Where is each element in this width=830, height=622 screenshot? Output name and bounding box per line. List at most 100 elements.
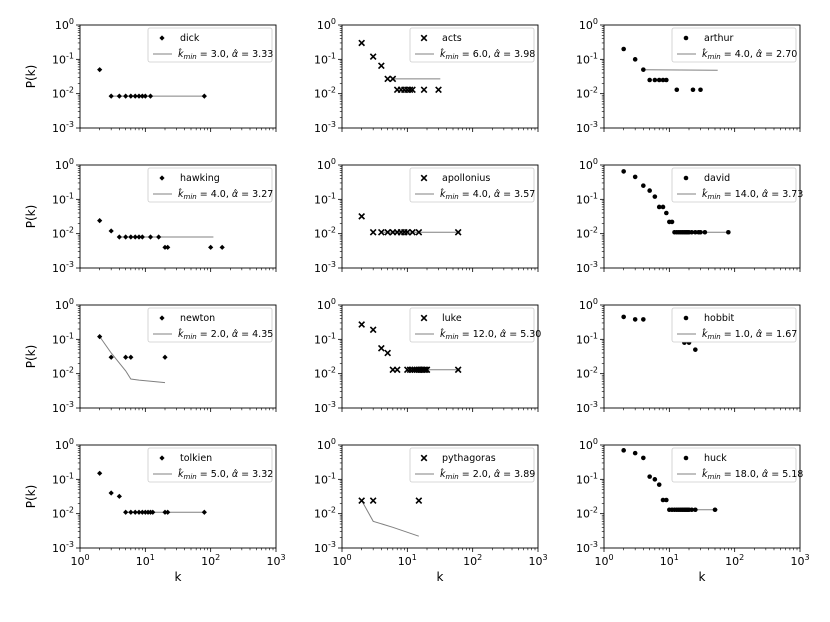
data-point xyxy=(116,234,122,240)
y-tick-label: 10-3 xyxy=(52,260,74,275)
data-point xyxy=(369,326,377,334)
legend-alpha-value: 5.18 xyxy=(782,469,803,480)
data-point xyxy=(108,228,114,234)
data-point xyxy=(97,334,103,340)
y-tick-label: 10-1 xyxy=(314,51,336,66)
x-axis-label: k xyxy=(437,570,444,584)
data-point xyxy=(159,175,165,181)
legend: acts k̂min = 6.0, α̂ = 3.98 xyxy=(409,27,535,63)
y-axis-label: P(k) xyxy=(24,205,38,229)
legend-kmin-value: 3.0 xyxy=(211,49,226,60)
y-axis-label: P(k) xyxy=(24,65,38,89)
legend: tolkien k̂min = 5.0, α̂ = 3.32 xyxy=(147,447,273,483)
fit-line xyxy=(643,69,718,71)
y-tick-label: 10-3 xyxy=(314,400,336,415)
data-point xyxy=(683,455,689,461)
y-tick-label: 10-1 xyxy=(576,51,598,66)
legend-box xyxy=(671,27,797,63)
data-point xyxy=(369,228,377,236)
subplot-david: 100 10-1 10-2 10-3 david k̂min = 14.0, α̂ = 3… xyxy=(576,157,803,275)
data-point xyxy=(393,366,401,374)
x-tick-label: 101 xyxy=(660,553,679,568)
data-point xyxy=(97,218,103,224)
legend-box xyxy=(409,167,535,203)
legend: pythagoras k̂min = 2.0, α̂ = 3.89 xyxy=(409,447,535,483)
data-point xyxy=(108,490,114,496)
data-point xyxy=(698,87,703,93)
y-tick-label: 10-3 xyxy=(52,540,74,555)
data-point xyxy=(454,228,462,236)
data-point xyxy=(674,87,680,93)
data-point xyxy=(116,93,122,99)
data-point xyxy=(358,497,366,504)
x-tick-label: 102 xyxy=(463,553,482,568)
y-tick-label: 10-2 xyxy=(576,226,598,241)
data-point xyxy=(656,204,662,210)
y-tick-label: 10-3 xyxy=(52,120,74,135)
legend-fit-label: k̂min = 3.0, α̂ = 3.33 xyxy=(178,48,273,61)
legend: david k̂min = 14.0, α̂ = 3.73 xyxy=(671,167,803,203)
data-point xyxy=(159,35,165,41)
y-tick-label: 100 xyxy=(579,437,598,452)
data-point xyxy=(664,210,669,216)
data-point xyxy=(369,497,377,504)
data-point xyxy=(128,234,134,240)
y-tick-label: 10-3 xyxy=(576,120,598,135)
y-axis-label: P(k) xyxy=(24,485,38,509)
x-tick-label: 101 xyxy=(398,553,417,568)
data-point xyxy=(165,509,171,515)
data-point xyxy=(136,93,142,99)
y-tick-label: 10-1 xyxy=(314,471,336,486)
data-point xyxy=(409,86,416,94)
y-tick-label: 100 xyxy=(579,157,598,172)
data-point xyxy=(384,75,392,83)
data-point xyxy=(647,77,652,83)
y-tick-label: 10-1 xyxy=(576,191,598,206)
data-point xyxy=(108,93,114,99)
legend-alpha-value: 3.89 xyxy=(514,469,535,480)
data-point xyxy=(669,219,675,225)
data-point xyxy=(660,497,666,503)
data-point xyxy=(423,366,431,374)
legend-box xyxy=(147,447,273,483)
legend-alpha-value: 3.27 xyxy=(252,189,273,200)
legend-alpha-value: 3.73 xyxy=(782,189,803,200)
data-point xyxy=(420,174,428,182)
subplot-luke: 100 10-1 10-2 10-3 luke k̂min = 12.0, α̂ = 5.… xyxy=(314,297,541,415)
data-point xyxy=(702,229,708,235)
legend: dick k̂min = 3.0, α̂ = 3.33 xyxy=(147,27,273,63)
subplot-acts: 100 10-1 10-2 10-3 acts k̂min = 6.0, α̂ = 3.9… xyxy=(314,17,539,135)
y-tick-label: 10-3 xyxy=(314,540,336,555)
legend-kmin-value: 2.0 xyxy=(473,469,488,480)
data-point xyxy=(384,228,392,236)
x-tick-label: 103 xyxy=(266,553,285,568)
data-point xyxy=(420,314,428,322)
legend-kmin-value: 4.0 xyxy=(473,189,488,200)
y-tick-label: 10-1 xyxy=(52,51,74,66)
data-point xyxy=(454,366,462,374)
legend-series-name: luke xyxy=(442,313,462,324)
data-point xyxy=(641,455,646,461)
y-tick-label: 10-3 xyxy=(314,260,336,275)
data-point xyxy=(358,39,366,47)
data-point xyxy=(652,477,658,482)
data-point xyxy=(415,228,423,236)
subplot-dick: 100 10-1 10-2 10-3 P(k) dick k̂min = 3.0, α̂ =… xyxy=(24,17,277,135)
data-point xyxy=(652,194,658,199)
data-point xyxy=(139,234,145,240)
plot-frame xyxy=(603,444,801,549)
data-point xyxy=(420,34,428,42)
data-point xyxy=(660,77,666,83)
y-tick-label: 10-1 xyxy=(52,471,74,486)
legend-kmin-value: 6.0 xyxy=(473,49,488,60)
y-tick-label: 10-1 xyxy=(576,471,598,486)
data-point xyxy=(156,234,162,240)
x-tick-label: 103 xyxy=(790,553,809,568)
y-tick-label: 10-2 xyxy=(314,226,336,241)
data-point xyxy=(358,212,366,220)
data-point xyxy=(201,93,207,99)
data-point xyxy=(420,454,428,462)
subplot-arthur: 100 10-1 10-2 10-3 arthur k̂min = 4.0, α̂ = 2… xyxy=(576,17,801,135)
legend-series-name: pythagoras xyxy=(442,453,496,464)
legend-fit-label: k̂min = 4.0, α̂ = 3.57 xyxy=(440,188,535,201)
